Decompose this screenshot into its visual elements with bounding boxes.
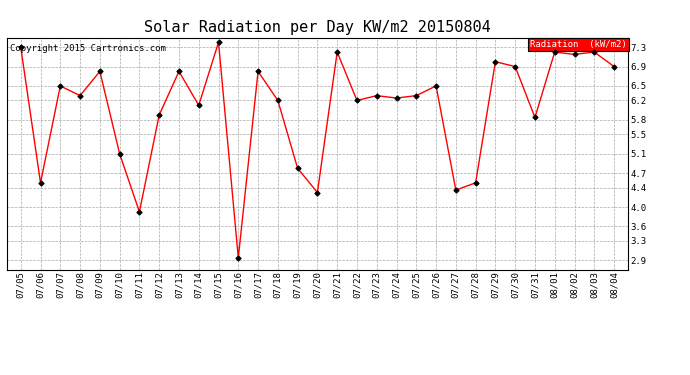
Point [431, 83, 442, 89]
Point [609, 63, 620, 70]
Text: Copyright 2015 Cartronics.com: Copyright 2015 Cartronics.com [10, 45, 166, 54]
Point [312, 189, 323, 195]
Point [233, 255, 244, 261]
Point [549, 49, 560, 55]
Point [55, 83, 66, 89]
Point [173, 68, 184, 74]
Point [451, 187, 462, 193]
Point [292, 165, 303, 171]
Point [391, 95, 402, 101]
Title: Solar Radiation per Day KW/m2 20150804: Solar Radiation per Day KW/m2 20150804 [144, 20, 491, 35]
Point [332, 49, 343, 55]
Point [75, 93, 86, 99]
Point [371, 93, 382, 99]
Point [529, 114, 540, 120]
Point [15, 44, 26, 50]
Text: Radiation  (kW/m2): Radiation (kW/m2) [530, 40, 627, 49]
Point [510, 63, 521, 70]
Point [154, 112, 165, 118]
Point [114, 151, 125, 157]
Point [35, 180, 46, 186]
Point [95, 68, 106, 74]
Point [351, 98, 362, 104]
Point [193, 102, 204, 108]
Point [411, 93, 422, 99]
Point [253, 68, 264, 74]
Point [569, 51, 580, 57]
Point [213, 39, 224, 45]
Point [134, 209, 145, 215]
Point [273, 98, 284, 104]
Point [589, 49, 600, 55]
Point [470, 180, 481, 186]
Point [490, 59, 501, 65]
